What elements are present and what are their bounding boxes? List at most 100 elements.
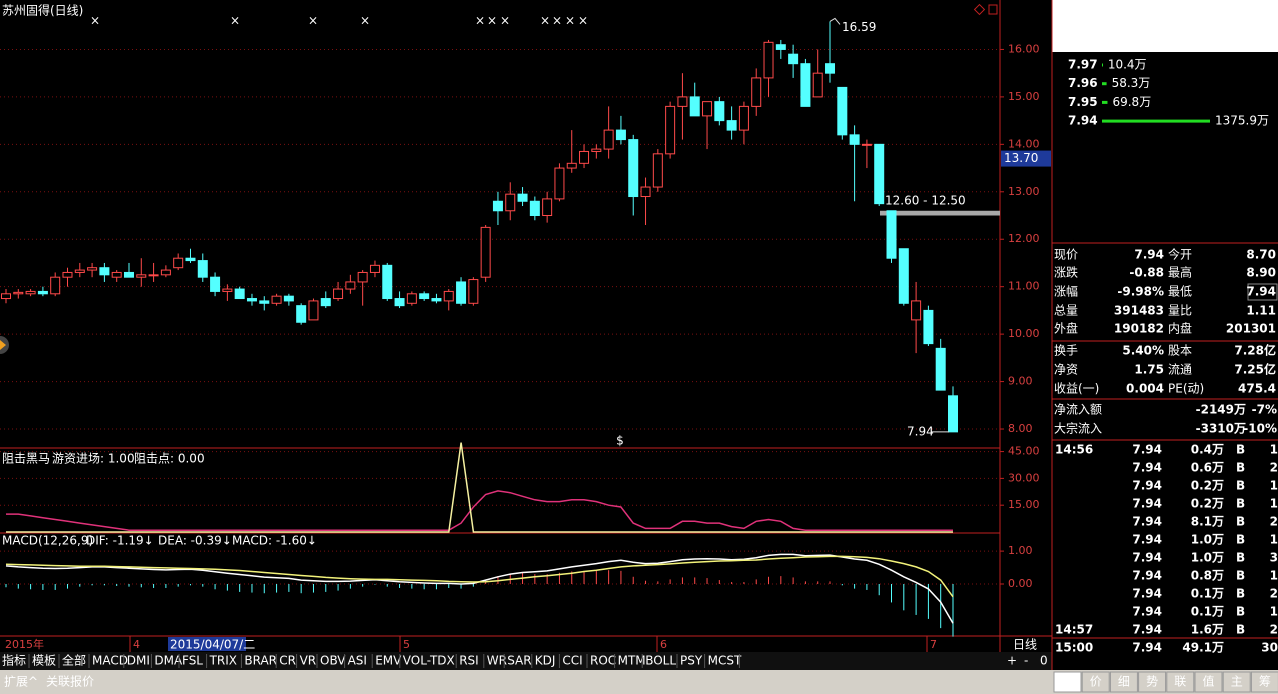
indicator-tab[interactable]: 指标 — [2, 653, 26, 668]
indicator-tab[interactable]: VOL-TDX — [403, 654, 455, 668]
candle-body — [628, 139, 639, 198]
window-icon[interactable] — [988, 4, 998, 15]
status-button[interactable]: 扩展^ — [4, 675, 38, 689]
high-label: 16.59 — [842, 20, 876, 34]
indicator-tab[interactable]: WR — [487, 654, 507, 668]
candle-body — [173, 257, 184, 269]
series-line — [6, 490, 953, 531]
indicator-tab[interactable]: DMA — [154, 654, 183, 668]
indicator-tab[interactable]: ASI — [348, 654, 367, 668]
panel-tab[interactable]: 细 — [1118, 675, 1130, 689]
indicator-tab[interactable]: BRAR — [244, 654, 277, 668]
panel-tab[interactable]: 联 — [1174, 675, 1186, 689]
flow-value: -3310万 — [1196, 422, 1246, 436]
period-label: 日线 — [1013, 638, 1037, 652]
candle-body — [87, 267, 98, 271]
quote-value: -0.88 — [1129, 266, 1164, 280]
candle-body — [369, 264, 380, 273]
candle-body — [566, 162, 577, 169]
trade-time: 14:57 — [1055, 623, 1093, 637]
panel-tab[interactable]: 主 — [1231, 675, 1243, 689]
candle-body — [603, 129, 614, 150]
quote-value: 5.40% — [1122, 344, 1164, 358]
panel-tab-bg[interactable] — [1138, 671, 1167, 693]
indicator-tab[interactable]: PSY — [680, 654, 703, 668]
candle-body — [1, 293, 11, 300]
trade-price: 7.94 — [1132, 497, 1162, 511]
indicator-tab[interactable]: EMV — [375, 654, 402, 668]
status-button[interactable]: 关联报价 — [46, 674, 94, 689]
candle-body — [874, 143, 885, 205]
candle-body — [74, 269, 85, 273]
panel-tab[interactable]: 价 — [1090, 675, 1102, 689]
indicator-tab[interactable]: 模板 — [32, 654, 56, 668]
panel-tab-bg[interactable] — [1250, 671, 1278, 693]
ask-volume: 58.3万 — [1112, 76, 1151, 90]
indicator-tab[interactable]: MTM — [618, 654, 646, 668]
indicator-tab[interactable]: KDJ — [535, 654, 556, 668]
indicator-tab[interactable]: DMI — [127, 654, 150, 668]
trade-side: B — [1236, 515, 1245, 529]
zoom-control[interactable]: 0 — [1040, 654, 1048, 668]
candle-body — [800, 63, 811, 107]
indicator-tab[interactable]: 全部 — [62, 653, 86, 668]
indicator-tab[interactable]: TRIX — [209, 654, 237, 668]
candle-body — [234, 288, 245, 300]
trade-volume: 0.2万 — [1191, 497, 1224, 511]
candle-body — [123, 271, 134, 278]
y-tick-label: 10.00 — [1008, 327, 1040, 340]
trade-volume: 1.0万 — [1191, 533, 1224, 547]
quote-value: 190182 — [1114, 322, 1164, 336]
quote-value: 201301 — [1226, 322, 1276, 336]
panel-tab-bg[interactable] — [1194, 671, 1223, 693]
panel-tab[interactable]: 势 — [1146, 675, 1158, 689]
panel-tab[interactable]: 值 — [1202, 674, 1214, 689]
candle-body — [259, 300, 270, 304]
trade-volume: 0.1万 — [1191, 587, 1224, 601]
panel-tab-bg[interactable] — [1222, 671, 1251, 693]
ask-volume-bar — [1102, 63, 1103, 67]
candle-body — [271, 295, 282, 304]
panel-tab-bg[interactable] — [1081, 671, 1110, 693]
quote-label: 收益(一) — [1054, 382, 1099, 396]
candle-body — [431, 298, 442, 302]
quote-label: 最高 — [1168, 265, 1192, 280]
indicator-tab[interactable]: ROC — [590, 654, 616, 668]
panel-tab-bg[interactable] — [1109, 671, 1138, 693]
zoom-control[interactable]: + — [1007, 654, 1017, 668]
quote-label: 内盘 — [1168, 321, 1192, 336]
candle-body — [492, 200, 503, 212]
y-tick-label: 15.00 — [1008, 90, 1040, 103]
indicator-tab[interactable]: MCST — [708, 654, 742, 668]
candle-body — [62, 271, 73, 278]
zoom-control[interactable]: - — [1024, 654, 1028, 668]
panel-tab[interactable]: 笔 — [1061, 674, 1073, 689]
indicator-tab[interactable]: SAR — [507, 654, 531, 668]
trade-price: 7.94 — [1132, 569, 1162, 583]
quote-label: 股本 — [1168, 344, 1192, 358]
candle-body — [443, 290, 454, 302]
panel-tab-bg[interactable] — [1166, 671, 1195, 693]
candle-body — [542, 198, 553, 217]
indicator-tab[interactable]: BOLL — [645, 654, 676, 668]
candle-body — [320, 298, 331, 307]
x-tick-label: 7 — [930, 638, 937, 651]
indicator-tab[interactable]: RSI — [459, 654, 479, 668]
window-icon[interactable] — [973, 3, 986, 16]
indicator-tab[interactable]: MACD — [92, 654, 128, 668]
trade-side: B — [1236, 533, 1245, 547]
quote-label: 换手 — [1054, 344, 1078, 358]
trade-side: B — [1236, 623, 1245, 637]
trade-volume: 0.2万 — [1191, 479, 1224, 493]
panel-tab-bg[interactable] — [1053, 671, 1082, 693]
trade-price: 7.94 — [1132, 551, 1162, 565]
candle-body — [923, 309, 934, 345]
panel-tab[interactable]: 筹 — [1259, 675, 1271, 689]
indicator-tab[interactable]: VR — [300, 654, 317, 668]
ask-volume-bar — [1102, 100, 1108, 104]
indicator-tab[interactable]: CR — [279, 654, 296, 668]
candle-body — [948, 395, 958, 433]
indicator-tab[interactable]: CCI — [562, 654, 582, 668]
indicator-tab[interactable]: OBV — [320, 654, 346, 668]
indicator-tab[interactable]: FSL — [182, 654, 203, 668]
